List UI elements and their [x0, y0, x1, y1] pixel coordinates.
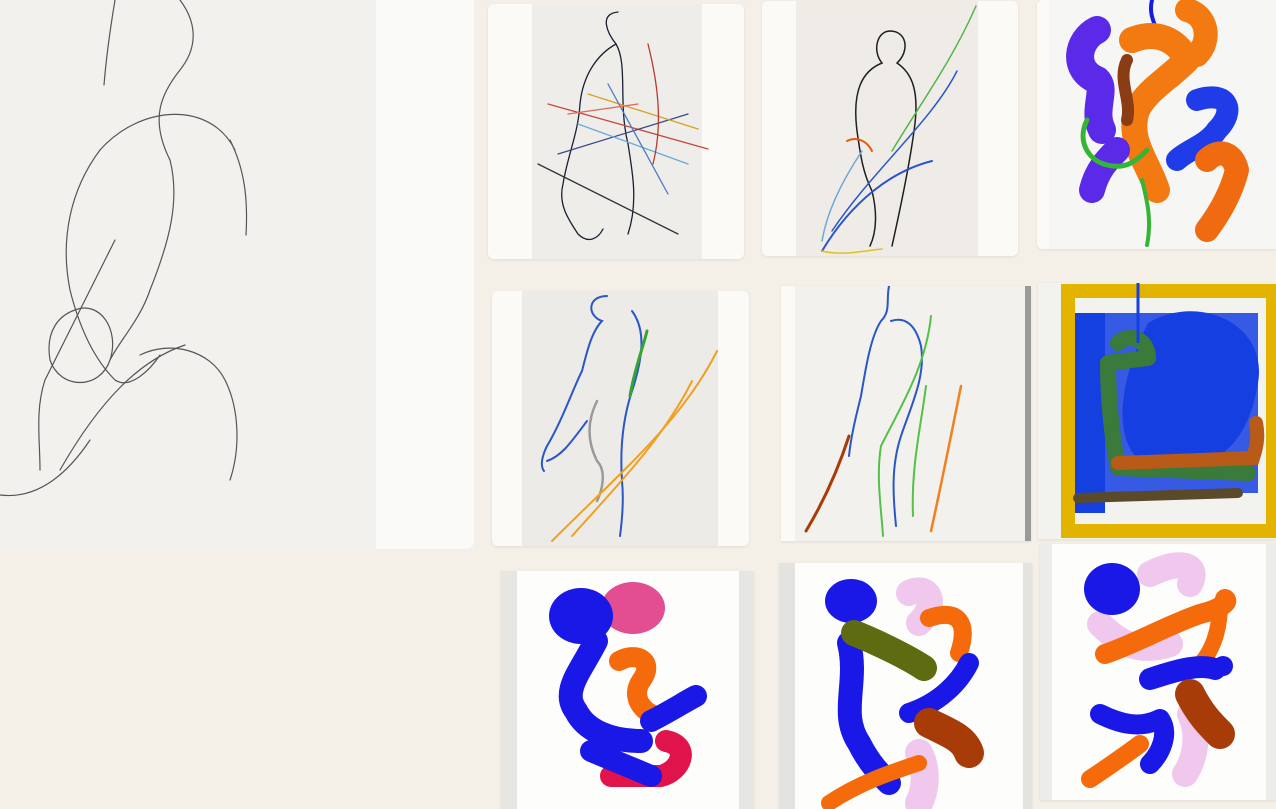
gallery-item-8[interactable] [779, 563, 1032, 809]
abstract-blue-orange-shapes-artwork [1049, 0, 1276, 249]
figure-blue-orange-lines-artwork [522, 291, 718, 546]
pencil-figure-sketch-artwork [0, 0, 474, 549]
figure-blue-green-orange-lines-artwork [795, 286, 1031, 541]
gallery-item-2[interactable] [762, 1, 1018, 256]
gallery-item-4[interactable] [492, 291, 749, 546]
gallery-item-3[interactable] [1037, 0, 1276, 249]
abstract-blue-olive-brown-artwork [779, 563, 1032, 809]
abstract-blue-orange-pink-artwork [1040, 544, 1276, 800]
line-figure-multicolor-artwork [532, 4, 709, 259]
gallery-item-6[interactable] [1038, 283, 1276, 539]
gallery-item-1[interactable] [488, 4, 744, 259]
abstract-blue-pink-red-artwork [501, 571, 754, 809]
gallery-item-5[interactable] [781, 286, 1031, 541]
gallery-item-9[interactable] [1040, 544, 1276, 800]
featured-artwork-pencil-sketch[interactable] [0, 0, 474, 549]
standing-figure-blue-green-artwork [796, 1, 978, 256]
gallery-item-7[interactable] [501, 571, 754, 809]
abstract-blue-yellow-frame-artwork [1038, 283, 1276, 539]
